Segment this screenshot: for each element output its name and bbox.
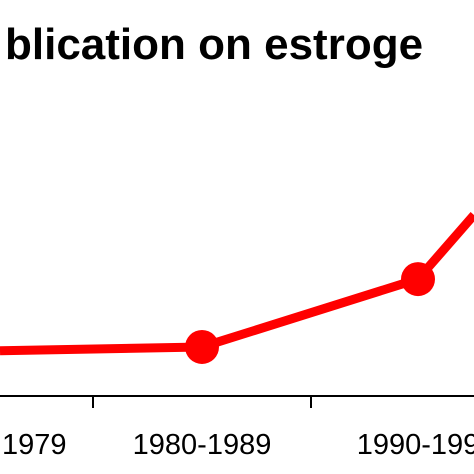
x-axis-tick-labels: 1979 1980-1989 1990-199 [2, 429, 474, 461]
x-tick-label-2: 1990-199 [357, 429, 474, 461]
x-tick-label-0: 1979 [2, 429, 67, 461]
x-axis-ticks [92, 396, 312, 408]
x-tick-label-1: 1980-1989 [133, 429, 272, 461]
series-line [0, 212, 474, 356]
data-point-1 [185, 329, 219, 364]
data-point-2 [401, 262, 435, 297]
series-group [0, 212, 474, 364]
chart-title: blication on estroge [5, 20, 423, 69]
